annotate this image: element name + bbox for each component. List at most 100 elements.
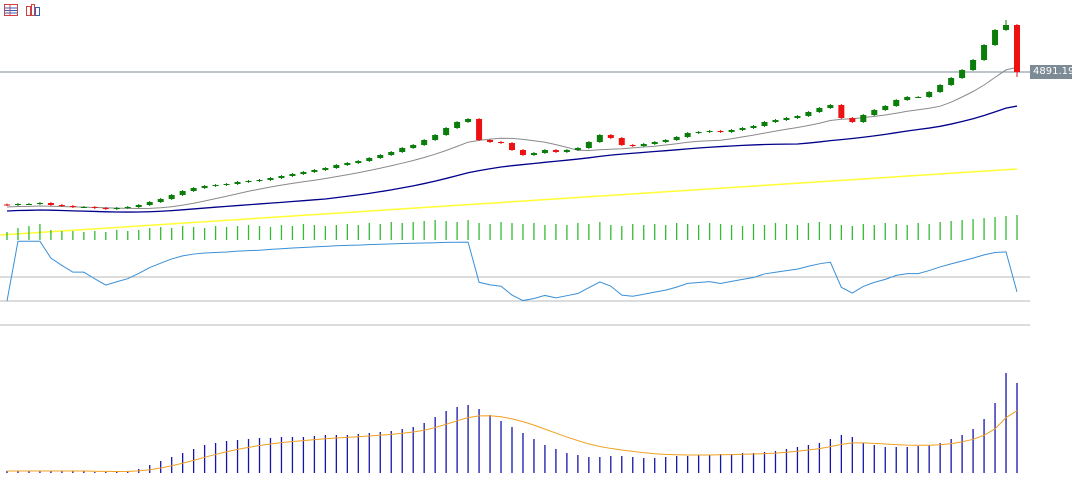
bull-candle [355, 161, 362, 163]
bull-candle [772, 120, 779, 122]
bull-candle [750, 126, 757, 128]
bull-candle [300, 172, 307, 174]
chart-toolbar [4, 4, 40, 16]
bull-candle [377, 155, 384, 158]
bull-candle [465, 119, 472, 122]
list-icon[interactable] [4, 4, 18, 16]
bull-candle [146, 202, 153, 205]
current-price-label: 4891.19 [1030, 65, 1072, 79]
bull-candle [761, 122, 768, 126]
bull-candle [937, 85, 944, 92]
bear-candle [618, 138, 625, 145]
bull-candle [827, 105, 834, 108]
ma-slow-line [6, 105, 1018, 213]
bull-candle [970, 60, 977, 70]
bear-candle [58, 205, 65, 206]
bull-candle [432, 135, 439, 140]
rsi-line [6, 240, 1018, 302]
bull-candle [322, 168, 329, 170]
template-icon[interactable] [26, 4, 40, 16]
bear-candle [476, 119, 483, 140]
bull-candle [684, 133, 691, 137]
ma-fast-line [6, 66, 1018, 210]
bull-candle [135, 205, 142, 207]
bull-candle [80, 207, 87, 208]
bull-candle [959, 70, 966, 78]
bear-candle [69, 206, 76, 207]
bear-candle [607, 135, 614, 138]
bull-candle [14, 204, 21, 205]
bear-candle [4, 204, 10, 206]
bear-candle [717, 131, 724, 132]
bull-candle [948, 78, 955, 85]
bull-candle [190, 188, 197, 191]
volume-layer [6, 215, 1018, 240]
bear-candle [498, 142, 505, 143]
bear-candle [102, 208, 109, 209]
bull-candle [366, 158, 373, 161]
bull-candle [25, 204, 32, 205]
bull-candle [574, 148, 581, 150]
bull-candle [388, 152, 395, 155]
candles-layer [0, 20, 1030, 213]
bear-candle [91, 207, 98, 208]
bull-candle [399, 148, 406, 152]
bull-candle [179, 191, 186, 195]
bear-candle [487, 140, 494, 142]
bull-candle [816, 108, 823, 112]
histogram-layer [6, 373, 1018, 473]
bull-candle [805, 112, 812, 116]
bull-candle [926, 92, 933, 97]
bull-candle [113, 208, 120, 209]
bear-candle [838, 105, 845, 118]
bull-candle [454, 122, 461, 128]
bull-candle [443, 128, 450, 135]
bull-candle [421, 140, 428, 145]
bull-candle [530, 153, 537, 155]
bull-candle [124, 207, 131, 208]
bear-candle [1014, 25, 1020, 72]
bull-candle [728, 130, 735, 132]
bull-candle [36, 203, 43, 204]
bull-candle [256, 180, 263, 181]
bull-candle [541, 150, 548, 153]
bull-candle [410, 145, 417, 148]
bull-candle [333, 165, 340, 168]
bull-candle [201, 186, 208, 188]
bull-candle [893, 100, 900, 106]
ma-long-line [0, 168, 1018, 236]
bull-candle [794, 116, 801, 118]
bull-candle [168, 195, 175, 199]
bull-candle [289, 174, 296, 176]
bear-candle [552, 150, 559, 152]
bull-candle [234, 182, 241, 184]
ma-long-layer [0, 168, 1018, 236]
bull-candle [563, 150, 570, 152]
signal-line [7, 410, 1018, 472]
bull-candle [640, 144, 647, 146]
rsi-layer [0, 240, 1030, 326]
bull-candle [311, 170, 318, 172]
bull-candle [706, 131, 713, 132]
bull-candle [267, 178, 274, 180]
bear-candle [47, 203, 54, 205]
bull-candle [904, 97, 911, 100]
bull-candle [344, 163, 351, 165]
bull-candle [245, 181, 252, 182]
bull-candle [278, 176, 285, 178]
bull-candle [739, 128, 746, 130]
bull-candle [212, 185, 219, 186]
bear-candle [509, 143, 515, 150]
bull-candle [651, 142, 658, 144]
bear-candle [849, 118, 856, 122]
bull-candle [871, 110, 878, 115]
bull-candle [585, 142, 592, 148]
bear-candle [519, 150, 526, 155]
bull-candle [992, 30, 999, 45]
bull-candle [1003, 25, 1010, 30]
bull-candle [695, 132, 702, 133]
bull-candle [860, 115, 867, 122]
bull-candle [783, 118, 790, 120]
bull-candle [596, 135, 603, 142]
